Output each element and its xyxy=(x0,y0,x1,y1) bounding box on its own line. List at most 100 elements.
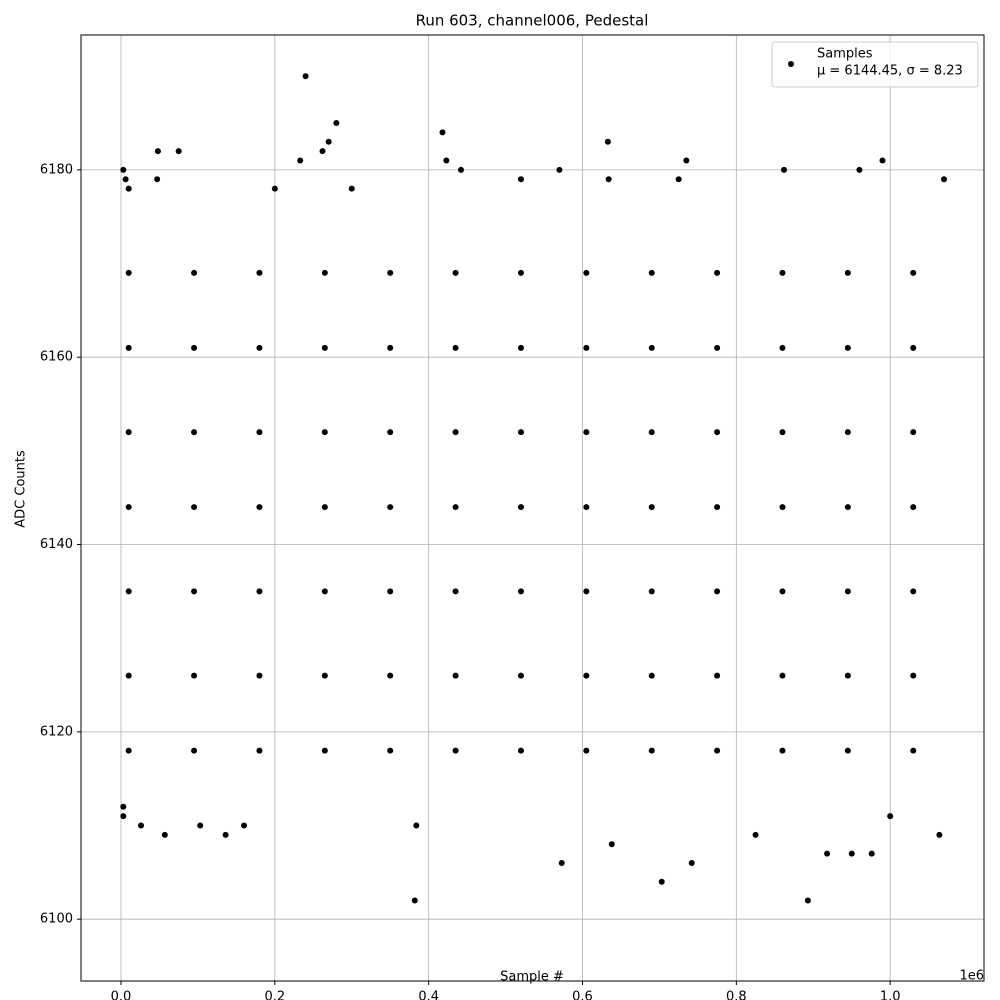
x-offset-label: 1e6 xyxy=(959,969,984,984)
data-point xyxy=(443,157,450,164)
data-point xyxy=(222,831,229,838)
data-point xyxy=(256,269,263,276)
data-point xyxy=(648,588,655,595)
data-point xyxy=(910,504,917,511)
x-tick-label: 1.0 xyxy=(880,990,901,1000)
data-point xyxy=(781,166,788,173)
y-tick-label: 6160 xyxy=(40,350,73,365)
data-point xyxy=(517,344,524,351)
data-point xyxy=(452,429,459,436)
data-point xyxy=(256,588,263,595)
data-point xyxy=(387,504,394,511)
data-point xyxy=(154,176,161,183)
data-point xyxy=(683,157,690,164)
data-point xyxy=(779,672,786,679)
data-point xyxy=(452,504,459,511)
y-axis-label: ADC Counts xyxy=(14,450,29,528)
data-point xyxy=(714,672,721,679)
data-point xyxy=(583,269,590,276)
x-tick-label: 0.6 xyxy=(572,990,593,1000)
data-point xyxy=(856,166,863,173)
data-point xyxy=(191,269,198,276)
data-point xyxy=(125,588,132,595)
data-point xyxy=(879,157,886,164)
data-point xyxy=(556,166,563,173)
x-tick-label: 0.2 xyxy=(264,990,285,1000)
data-point xyxy=(648,429,655,436)
data-point xyxy=(122,176,129,183)
data-point xyxy=(297,157,304,164)
data-point xyxy=(910,747,917,754)
data-point xyxy=(517,176,524,183)
data-point xyxy=(191,504,198,511)
data-point xyxy=(452,269,459,276)
data-point xyxy=(125,747,132,754)
data-point xyxy=(457,166,464,173)
data-point xyxy=(714,344,721,351)
data-point xyxy=(137,822,144,829)
data-point xyxy=(608,841,615,848)
data-point xyxy=(517,269,524,276)
data-point xyxy=(583,588,590,595)
data-point xyxy=(321,672,328,679)
data-point xyxy=(321,269,328,276)
data-point xyxy=(321,429,328,436)
data-point xyxy=(583,672,590,679)
data-point xyxy=(658,878,665,885)
data-point xyxy=(605,176,612,183)
data-point xyxy=(161,831,168,838)
data-point xyxy=(256,747,263,754)
data-point xyxy=(387,672,394,679)
data-point xyxy=(848,850,855,857)
data-point xyxy=(558,859,565,866)
data-point xyxy=(191,344,198,351)
data-point xyxy=(387,747,394,754)
data-point xyxy=(936,831,943,838)
data-point xyxy=(910,344,917,351)
data-point xyxy=(844,588,851,595)
data-point xyxy=(191,747,198,754)
legend-label: Samples xyxy=(817,47,873,62)
data-point xyxy=(648,269,655,276)
data-point xyxy=(517,672,524,679)
data-point xyxy=(910,588,917,595)
data-point xyxy=(302,73,309,80)
legend-note: μ = 6144.45, σ = 8.23 xyxy=(817,64,963,79)
data-point xyxy=(714,588,721,595)
data-point xyxy=(910,429,917,436)
data-point xyxy=(125,269,132,276)
data-point xyxy=(154,148,161,155)
y-tick-label: 6100 xyxy=(40,912,73,927)
data-point xyxy=(348,185,355,192)
y-tick-label: 6140 xyxy=(40,537,73,552)
x-tick-label: 0.0 xyxy=(111,990,132,1000)
data-point xyxy=(648,504,655,511)
data-point xyxy=(583,504,590,511)
data-point xyxy=(452,344,459,351)
data-point xyxy=(191,429,198,436)
data-point xyxy=(779,588,786,595)
data-point xyxy=(411,897,418,904)
data-point xyxy=(868,850,875,857)
data-point xyxy=(844,429,851,436)
data-point xyxy=(413,822,420,829)
data-point xyxy=(125,185,132,192)
data-point xyxy=(844,747,851,754)
data-point xyxy=(452,672,459,679)
data-point xyxy=(844,269,851,276)
data-point xyxy=(256,504,263,511)
data-point xyxy=(779,504,786,511)
data-point xyxy=(779,344,786,351)
data-point xyxy=(271,185,278,192)
data-point xyxy=(321,344,328,351)
data-point xyxy=(319,148,326,155)
data-point xyxy=(325,138,332,145)
data-point xyxy=(452,588,459,595)
data-point xyxy=(517,588,524,595)
data-point xyxy=(125,344,132,351)
data-point xyxy=(191,588,198,595)
data-point xyxy=(321,747,328,754)
data-point xyxy=(321,588,328,595)
